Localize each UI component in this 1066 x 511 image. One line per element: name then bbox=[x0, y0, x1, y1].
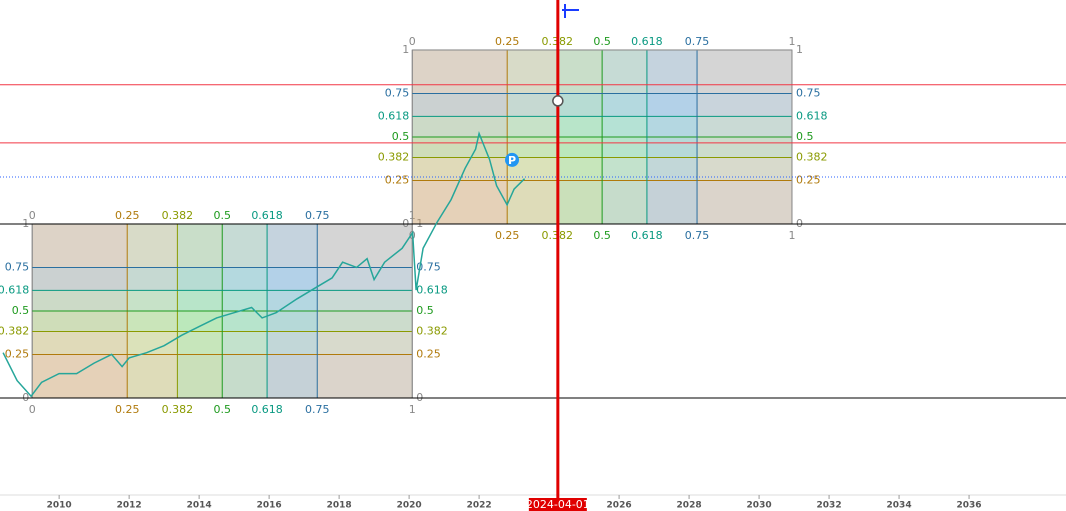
fib-box: 00000.250.250.250.250.3820.3820.3820.382… bbox=[0, 209, 448, 416]
fib-label: 0.618 bbox=[378, 109, 410, 122]
fib-label: 0.25 bbox=[115, 209, 140, 222]
fib-label: 0 bbox=[409, 35, 416, 48]
fib-label: 0.75 bbox=[685, 229, 710, 242]
x-tick-label: 2032 bbox=[817, 501, 842, 511]
fib-label: 0.618 bbox=[416, 283, 448, 296]
x-tick-label: 2010 bbox=[47, 501, 72, 511]
fib-label: 0 bbox=[29, 209, 36, 222]
x-tick-label: 2028 bbox=[677, 501, 702, 511]
fib-label: 0.25 bbox=[5, 347, 30, 360]
fib-label: 1 bbox=[788, 35, 795, 48]
fib-box: 00000.250.250.250.250.3820.3820.3820.382… bbox=[378, 35, 828, 242]
fib-label: 0.25 bbox=[495, 229, 520, 242]
fib-label: 0.5 bbox=[593, 35, 611, 48]
fib-label: 0.75 bbox=[5, 260, 30, 273]
pin-label: P bbox=[508, 154, 516, 167]
pin bbox=[505, 152, 520, 167]
fib-label: 0.618 bbox=[0, 283, 29, 296]
fib-label: 0.75 bbox=[385, 86, 410, 99]
x-tick-label: 2036 bbox=[957, 501, 982, 511]
fib-label: 0.5 bbox=[213, 403, 231, 416]
anchor-point bbox=[552, 95, 564, 107]
fib-label: 0.5 bbox=[796, 130, 814, 143]
fib-label: 0.5 bbox=[416, 304, 434, 317]
fib-label: 0.382 bbox=[796, 150, 828, 163]
fib-label: 0 bbox=[29, 403, 36, 416]
fib-label: 1 bbox=[402, 43, 409, 56]
crosshair-icon bbox=[562, 4, 579, 18]
fib-label: 0.382 bbox=[416, 324, 448, 337]
fib-label: 0.618 bbox=[631, 35, 663, 48]
fib-label: 0.618 bbox=[796, 109, 828, 122]
fib-label: 0.618 bbox=[251, 403, 283, 416]
fib-label: 0.75 bbox=[416, 260, 441, 273]
x-tick-label: 2022 bbox=[467, 501, 492, 511]
fib-label: 0.25 bbox=[416, 347, 441, 360]
fib-label: 0.382 bbox=[162, 403, 194, 416]
fib-label: 0.618 bbox=[251, 209, 283, 222]
fib-label: 0.25 bbox=[385, 173, 410, 186]
x-tick-label: 2014 bbox=[187, 501, 212, 511]
fib-label: 1 bbox=[796, 43, 803, 56]
fib-label: 0.5 bbox=[213, 209, 231, 222]
fib-label: 1 bbox=[409, 403, 416, 416]
fib-label: 0.75 bbox=[305, 403, 330, 416]
cursor-label-bg bbox=[528, 498, 587, 511]
x-tick-label: 2026 bbox=[607, 501, 632, 511]
price-line bbox=[2, 130, 526, 398]
x-tick-label: 2012 bbox=[117, 501, 142, 511]
fib-label: 0.382 bbox=[162, 209, 194, 222]
fib-label: 0.382 bbox=[0, 324, 29, 337]
x-tick-label: 2020 bbox=[397, 501, 422, 511]
fib-label: 0.75 bbox=[796, 86, 821, 99]
fib-label: 0.382 bbox=[378, 150, 410, 163]
fib-label: 0.5 bbox=[392, 130, 410, 143]
fib-label: 0.25 bbox=[796, 173, 821, 186]
fib-label: 0.25 bbox=[495, 35, 520, 48]
fib-label: 0.618 bbox=[631, 229, 663, 242]
x-tick-label: 2034 bbox=[887, 501, 912, 511]
cursor-label: 2024-04-01 bbox=[526, 498, 590, 511]
fib-label: 1 bbox=[788, 229, 795, 242]
x-tick-label: 2018 bbox=[327, 501, 352, 511]
x-tick-label: 2030 bbox=[747, 501, 772, 511]
fib-label: 0.5 bbox=[593, 229, 611, 242]
x-tick-label: 2016 bbox=[257, 501, 282, 511]
fib-label: 0.5 bbox=[12, 304, 30, 317]
fib-label: 0.75 bbox=[685, 35, 710, 48]
fib-label: 0.25 bbox=[115, 403, 140, 416]
fib-label: 0.75 bbox=[305, 209, 330, 222]
